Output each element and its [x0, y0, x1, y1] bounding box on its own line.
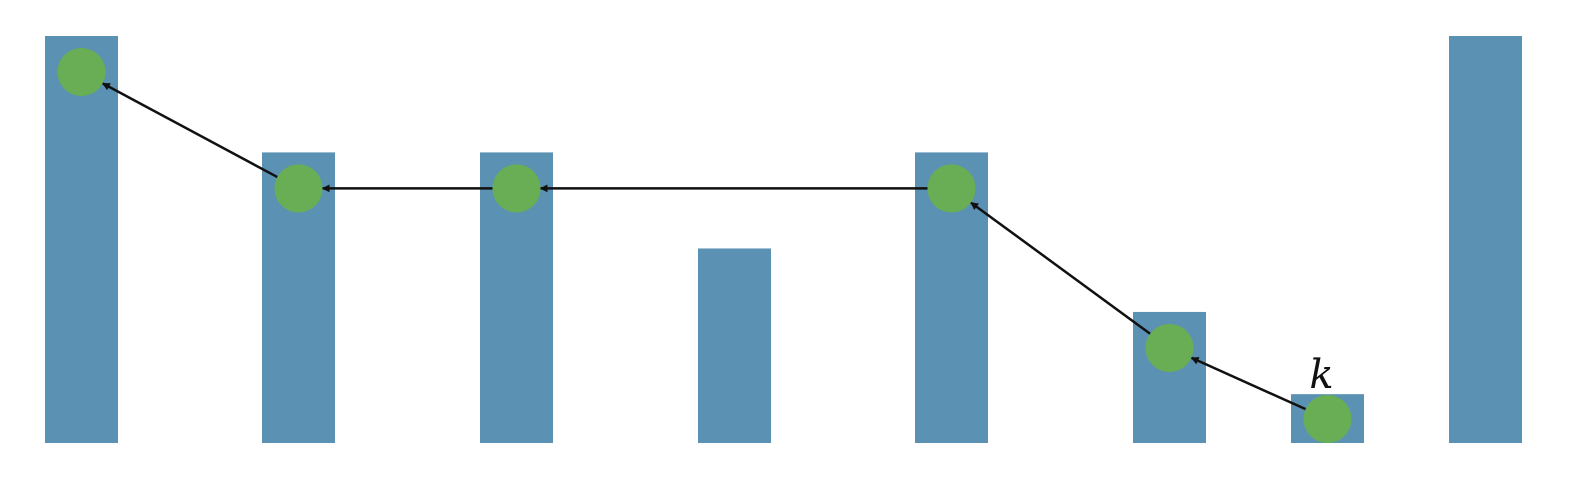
stack-node-2	[274, 164, 323, 213]
stack-node-3	[492, 164, 541, 213]
bar-label-k: k	[1309, 352, 1333, 398]
stack-node-6	[1145, 323, 1194, 372]
pointer-arrow-5	[101, 82, 278, 179]
stack-node-1	[57, 48, 106, 96]
pointer-arrow-1	[1190, 356, 1307, 411]
bar-4	[698, 248, 771, 443]
bar-1	[45, 36, 118, 443]
stack-node-5	[927, 164, 976, 213]
stack-nodes-layer	[57, 48, 1352, 443]
bar-8	[1449, 36, 1522, 443]
bars-layer	[45, 36, 1522, 444]
pointer-arrow-2	[970, 201, 1151, 335]
pointer-arrows-layer	[101, 82, 1307, 411]
stack-node-7	[1303, 395, 1352, 443]
labels-layer: k	[1309, 352, 1333, 398]
